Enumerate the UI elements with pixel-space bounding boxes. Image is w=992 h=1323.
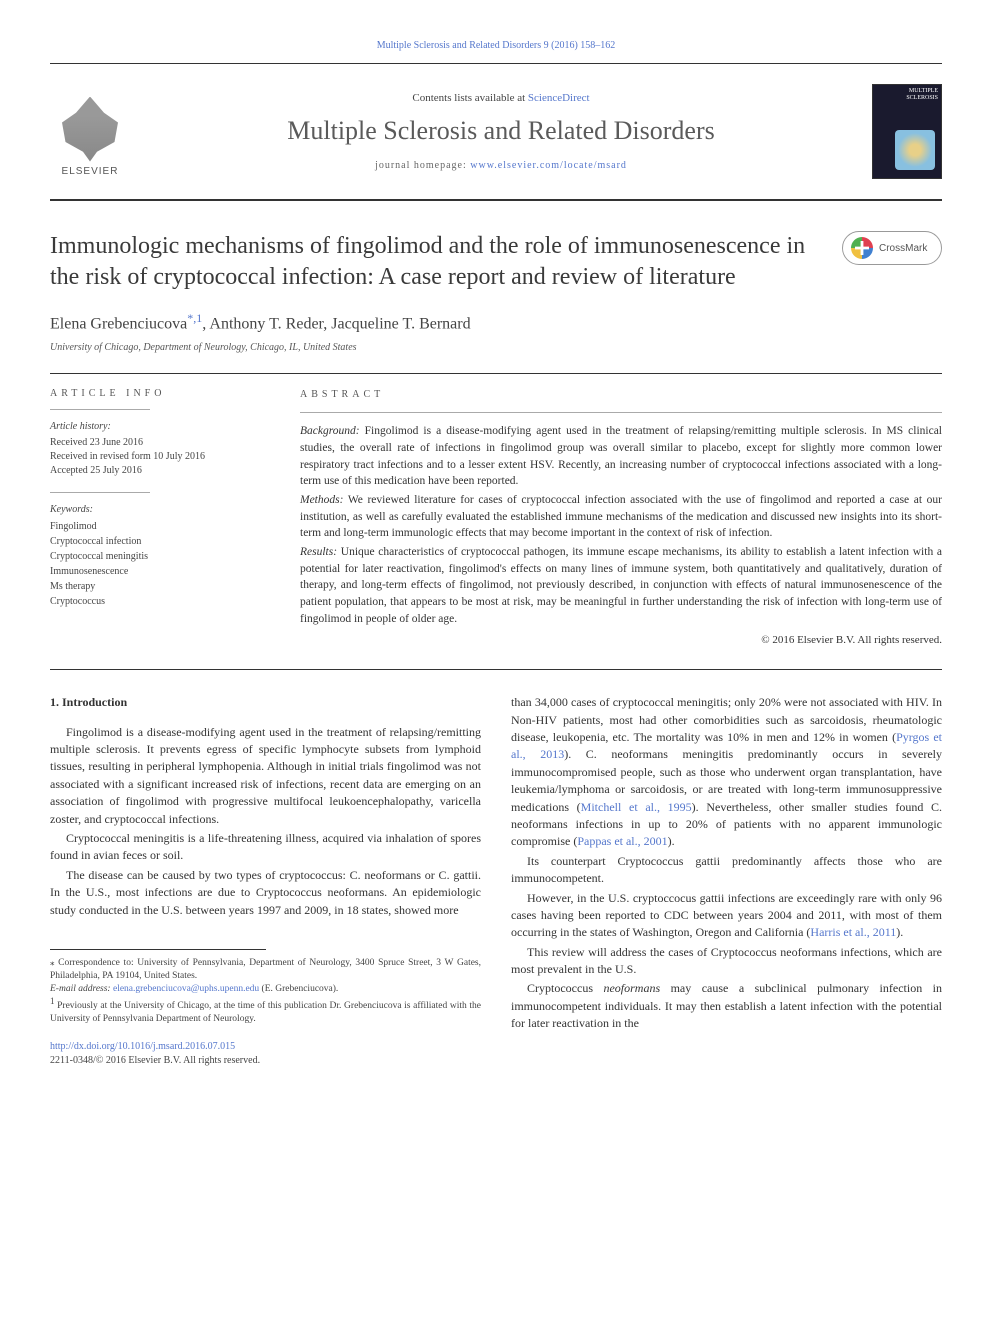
elsevier-label: ELSEVIER (62, 166, 119, 177)
email-link[interactable]: elena.grebenciucova@uphs.upenn.edu (113, 984, 259, 994)
info-abstract-row: ARTICLE INFO Article history: Received 2… (50, 388, 942, 650)
results-text: Unique characteristics of cryptococcal p… (300, 546, 942, 625)
author-1-marks: *,1 (187, 311, 202, 325)
issn-copyright: 2211-0348/© 2016 Elsevier B.V. All right… (50, 1054, 481, 1068)
results-label: Results: (300, 546, 337, 558)
running-head: Multiple Sclerosis and Related Disorders… (50, 40, 942, 51)
email-label: E-mail address: (50, 984, 113, 994)
abstract-methods: Methods: We reviewed literature for case… (300, 492, 942, 542)
citation-link[interactable]: Pappas et al., 2001 (577, 834, 667, 848)
doi-block: http://dx.doi.org/10.1016/j.msard.2016.0… (50, 1040, 481, 1068)
footnotes: ⁎ Correspondence to: University of Penns… (50, 956, 481, 1026)
journal-cover: MULTIPLE SCLEROSIS (872, 84, 942, 179)
keywords-block: Keywords: Fingolimod Cryptococcal infect… (50, 503, 260, 609)
history-received: Received 23 June 2016 (50, 436, 260, 450)
body-paragraph: Cryptococcal meningitis is a life-threat… (50, 830, 481, 865)
footnote-rule (50, 949, 266, 950)
author-1: Elena Grebenciucova (50, 316, 187, 333)
contents-prefix: Contents lists available at (412, 92, 527, 104)
authors: Elena Grebenciucova*,1, Anthony T. Reder… (50, 311, 942, 333)
keyword: Ms therapy (50, 579, 260, 594)
article-history: Article history: Received 23 June 2016 R… (50, 420, 260, 478)
p-text: ). (896, 925, 903, 939)
elsevier-logo: ELSEVIER (50, 87, 130, 177)
journal-name: Multiple Sclerosis and Related Disorders (150, 116, 852, 146)
history-revised: Received in revised form 10 July 2016 (50, 450, 260, 464)
keyword: Cryptococcus (50, 594, 260, 609)
homepage-prefix: journal homepage: (375, 160, 470, 171)
p-text: than 34,000 cases of cryptococcal mening… (511, 695, 942, 744)
email-tail: (E. Grebenciucova). (259, 984, 338, 994)
article-title: Immunologic mechanisms of fingolimod and… (50, 231, 812, 293)
section-1-heading: 1. Introduction (50, 694, 481, 711)
body-columns: 1. Introduction Fingolimod is a disease-… (50, 694, 942, 1068)
abstract-heading: ABSTRACT (300, 388, 942, 403)
keyword: Cryptococcal meningitis (50, 549, 260, 564)
title-block: Immunologic mechanisms of fingolimod and… (50, 231, 942, 293)
keyword: Cryptococcal infection (50, 534, 260, 549)
affiliation: University of Chicago, Department of Neu… (50, 342, 942, 353)
keyword-list: Fingolimod Cryptococcal infection Crypto… (50, 519, 260, 609)
article-info: ARTICLE INFO Article history: Received 2… (50, 388, 260, 650)
italic-species: neoformans (603, 981, 660, 995)
sciencedirect-link[interactable]: ScienceDirect (528, 92, 590, 104)
abstract-background: Background: Fingolimod is a disease-modi… (300, 423, 942, 490)
article-info-rule (50, 409, 150, 410)
body-paragraph: Fingolimod is a disease-modifying agent … (50, 724, 481, 828)
author-2: , Anthony T. Reder, (202, 316, 331, 333)
article-info-heading: ARTICLE INFO (50, 388, 260, 399)
body-paragraph: Cryptococcus neoformans may cause a subc… (511, 980, 942, 1032)
masthead: ELSEVIER Contents lists available at Sci… (50, 74, 942, 189)
contents-line: Contents lists available at ScienceDirec… (150, 92, 852, 104)
journal-cover-art (895, 130, 935, 170)
masthead-rule (50, 199, 942, 201)
keyword: Immunosenescence (50, 564, 260, 579)
background-label: Background: (300, 425, 360, 437)
homepage-link[interactable]: www.elsevier.com/locate/msard (470, 160, 627, 171)
citation-link[interactable]: Mitchell et al., 1995 (581, 800, 692, 814)
methods-label: Methods: (300, 494, 343, 506)
methods-text: We reviewed literature for cases of cryp… (300, 494, 942, 539)
p-text: Cryptococcus (527, 981, 603, 995)
abstract: ABSTRACT Background: Fingolimod is a dis… (300, 388, 942, 650)
background-text: Fingolimod is a disease-modifying agent … (300, 425, 942, 487)
corr-text: Correspondence to: University of Pennsyl… (50, 958, 481, 981)
crossmark-icon (851, 237, 873, 259)
left-column: 1. Introduction Fingolimod is a disease-… (50, 694, 481, 1068)
footnote-1: 1 Previously at the University of Chicag… (50, 995, 481, 1026)
body-paragraph: However, in the U.S. cryptoccocus gattii… (511, 890, 942, 942)
abstract-results: Results: Unique characteristics of crypt… (300, 544, 942, 627)
right-column: than 34,000 cases of cryptococcal mening… (511, 694, 942, 1068)
correspondence-note: ⁎ Correspondence to: University of Penns… (50, 956, 481, 983)
corr-symbol: ⁎ (50, 957, 55, 967)
keywords-rule (50, 492, 150, 493)
info-rule-top (50, 373, 942, 374)
top-rule (50, 63, 942, 64)
abstract-copyright: © 2016 Elsevier B.V. All rights reserved… (300, 633, 942, 649)
masthead-center: Contents lists available at ScienceDirec… (150, 92, 852, 171)
info-rule-bottom (50, 669, 942, 670)
keywords-label: Keywords: (50, 503, 260, 517)
crossmark-label: CrossMark (879, 243, 927, 254)
history-accepted: Accepted 25 July 2016 (50, 464, 260, 478)
abstract-rule (300, 412, 942, 413)
doi-link[interactable]: http://dx.doi.org/10.1016/j.msard.2016.0… (50, 1041, 235, 1052)
history-label: Article history: (50, 420, 260, 434)
journal-cover-title: MULTIPLE SCLEROSIS (873, 85, 941, 104)
author-3: Jacqueline T. Bernard (331, 316, 470, 333)
homepage-line: journal homepage: www.elsevier.com/locat… (150, 160, 852, 171)
p-text: ). (668, 834, 675, 848)
body-paragraph: The disease can be caused by two types o… (50, 867, 481, 919)
email-note: E-mail address: elena.grebenciucova@uphs… (50, 983, 481, 996)
body-paragraph: than 34,000 cases of cryptococcal mening… (511, 694, 942, 851)
keyword: Fingolimod (50, 519, 260, 534)
body-paragraph: This review will address the cases of Cr… (511, 944, 942, 979)
body-paragraph: Its counterpart Cryptococcus gattii pred… (511, 853, 942, 888)
elsevier-tree-icon (55, 97, 125, 162)
crossmark-badge[interactable]: CrossMark (842, 231, 942, 265)
fn1-text: Previously at the University of Chicago,… (50, 1001, 481, 1024)
citation-link[interactable]: Harris et al., 2011 (810, 925, 896, 939)
